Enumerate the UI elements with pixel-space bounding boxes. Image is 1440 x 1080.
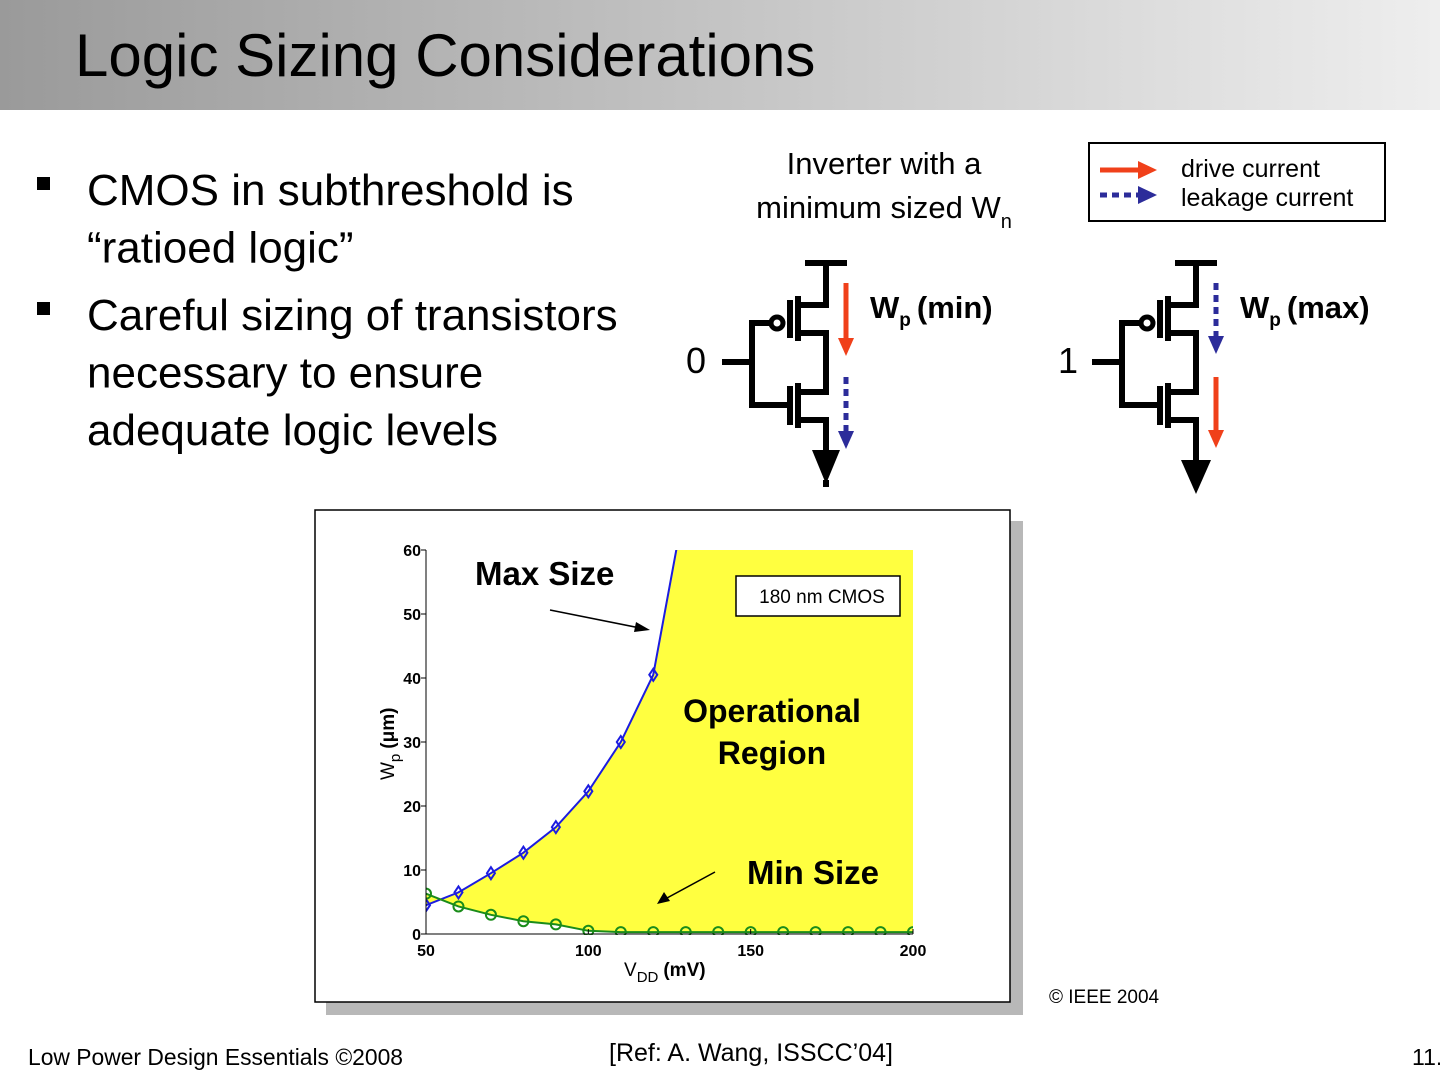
point [614, 926, 627, 935]
y-tick-label: 30 [403, 735, 421, 752]
point [517, 915, 530, 928]
bullet-text: adequate logic levels [87, 406, 498, 455]
plot-area [426, 550, 913, 935]
copyright: © IEEE 2004 [1049, 987, 1160, 1008]
legend-box [1088, 142, 1386, 222]
point [485, 865, 497, 882]
series-line [426, 892, 913, 934]
legend-label: drive current [1181, 155, 1320, 183]
y-tick-label: 10 [403, 863, 421, 880]
point [484, 908, 497, 921]
bullet-text: Careful sizing of transistors [87, 291, 618, 340]
inverter [1092, 260, 1217, 494]
annotation: 180 nm CMOS [759, 587, 885, 608]
x-tick-label: 150 [737, 943, 764, 960]
annotation: Operational [683, 693, 861, 729]
point [874, 926, 887, 935]
point [648, 666, 659, 683]
annotation-arrow [657, 892, 670, 904]
chart: 0 10 20 30 40 50 60 50 100 150 200 [403, 543, 927, 960]
wp-suffix: (min) [917, 290, 993, 325]
point [744, 926, 757, 935]
x-label-main: V [624, 960, 637, 981]
point [583, 783, 594, 800]
wp-main: W [1240, 290, 1270, 325]
x-tick-label: 200 [900, 943, 927, 960]
point [582, 924, 595, 935]
y-tick-label: 60 [403, 543, 421, 560]
point [452, 900, 465, 913]
y-tick-label: 50 [403, 607, 421, 624]
annotation-arrow [634, 622, 650, 632]
y-tick-label: 40 [403, 671, 421, 688]
input-label: 0 [686, 340, 706, 381]
wp-sub: p [899, 310, 911, 331]
footer-left: Low Power Design Essentials ©2008 [28, 1044, 403, 1070]
caption: minimum sized Wn [756, 190, 1012, 233]
y-label-sub: p [387, 754, 404, 762]
point [647, 926, 660, 935]
footer-center: [Ref: A. Wang, ISSCC’04] [609, 1039, 893, 1067]
point [518, 844, 529, 861]
caption-sub: n [1001, 211, 1012, 233]
inverter [722, 260, 847, 487]
point [453, 884, 464, 901]
point [712, 926, 725, 935]
x-axis-label: VDD (mV) [624, 960, 706, 986]
x-label-unit: (mV) [663, 960, 705, 981]
point [777, 926, 790, 935]
operational-region [426, 550, 913, 933]
slide-title: Logic Sizing Considerations [75, 22, 815, 89]
point [615, 734, 627, 750]
annotation-arrow [549, 609, 641, 629]
annotation: Min Size [747, 854, 879, 891]
input-label: 1 [1058, 340, 1078, 381]
caption-text: minimum sized W [756, 190, 1001, 225]
x-tick-label: 100 [575, 943, 602, 960]
drive-arrow [1208, 430, 1224, 448]
annotation-arrow [666, 871, 716, 899]
point [426, 897, 432, 914]
x-label-sub: DD [637, 969, 659, 986]
point [809, 926, 822, 935]
point [679, 926, 692, 935]
point [907, 926, 913, 935]
series-line [426, 550, 678, 907]
y-axis-label: Wp (μm) [378, 708, 404, 780]
y-tick-label: 0 [412, 927, 421, 944]
annotation: Region [718, 735, 826, 771]
bullet-list: CMOS in subthreshold is “ratioed logic” Ca… [37, 166, 618, 455]
leak-arrow [838, 431, 854, 449]
footer-right: 11. [1412, 1044, 1440, 1070]
bullet-marker [37, 302, 50, 315]
point [549, 918, 562, 931]
wp-label: Wp (max) [1240, 290, 1370, 331]
drive-arrow [838, 338, 854, 356]
point [842, 926, 855, 935]
caption: Inverter with a [787, 146, 982, 181]
annotation-box [735, 575, 901, 617]
wp-suffix: (max) [1287, 290, 1370, 325]
y-label-main: W [378, 762, 399, 780]
bullet-text: necessary to ensure [87, 349, 483, 398]
bullet-marker [37, 177, 50, 190]
point [550, 819, 562, 835]
wp-label: Wp (min) [870, 290, 993, 331]
legend-arrow [1138, 161, 1157, 179]
leak-arrow [1208, 336, 1224, 354]
y-tick-label: 20 [403, 799, 421, 816]
wp-main: W [870, 290, 900, 325]
annotation: Max Size [475, 555, 614, 592]
header-bar [0, 0, 1440, 110]
x-tick-label: 50 [417, 943, 435, 960]
wp-sub: p [1269, 310, 1281, 331]
y-label-unit: (μm) [378, 708, 399, 749]
point [426, 887, 432, 900]
legend-label: leakage current [1181, 184, 1353, 212]
bullet-text: CMOS in subthreshold is [87, 166, 574, 215]
bullet-text: “ratioed logic” [87, 224, 354, 273]
legend-arrow [1138, 186, 1157, 204]
